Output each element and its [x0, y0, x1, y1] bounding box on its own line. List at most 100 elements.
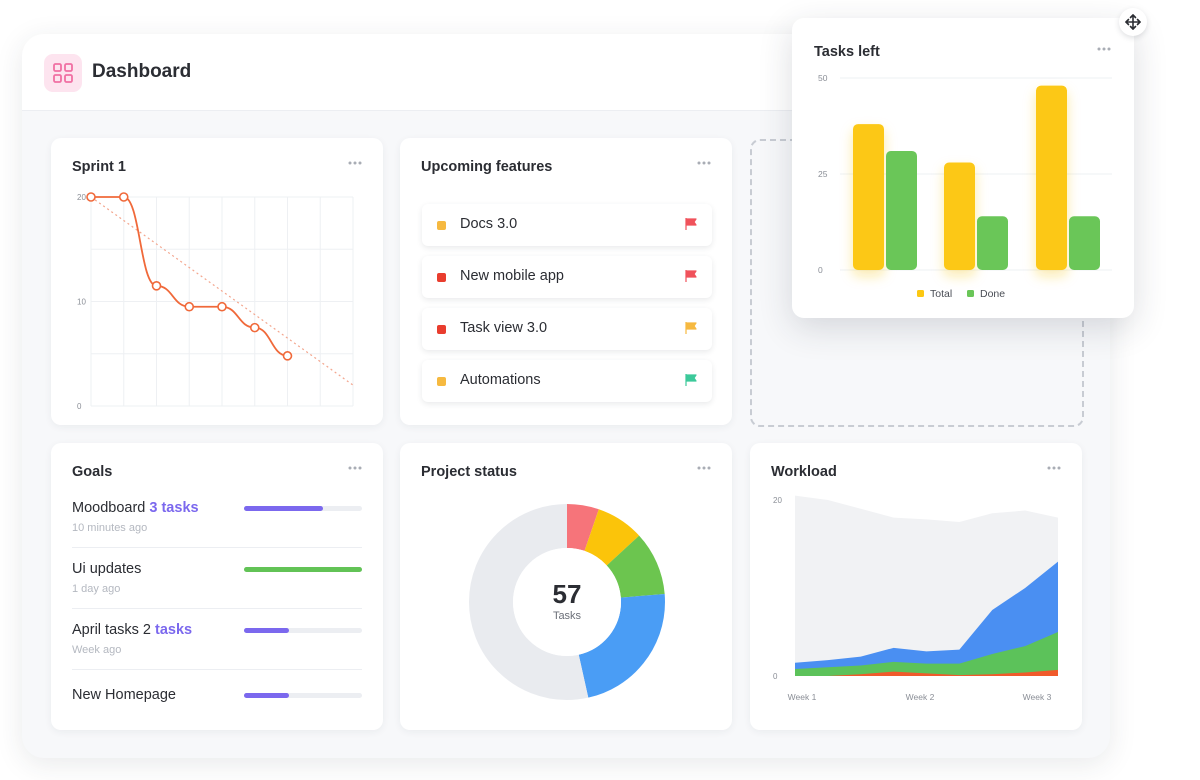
goal-timestamp: 10 minutes ago — [72, 522, 148, 534]
project-status-donut-chart: 57 Tasks — [469, 504, 665, 700]
move-arrows-icon — [1125, 14, 1141, 30]
bar-done[interactable] — [886, 150, 917, 270]
legend-swatch — [967, 290, 974, 297]
feature-label: Task view 3.0 — [460, 320, 548, 336]
data-point[interactable] — [118, 192, 129, 202]
sprint-card: Sprint 1 20 10 0 — [51, 138, 383, 425]
workload-area-chart: 20 0 Week 1 Week 2 Week 3 — [773, 495, 1058, 702]
project-status-title: Project status — [421, 464, 517, 480]
y-tick-label: 20 — [77, 193, 86, 202]
data-point[interactable] — [86, 192, 96, 202]
feature-label: Docs 3.0 — [460, 216, 518, 232]
donut-total-label: Tasks — [553, 610, 582, 622]
ideal-burndown-line — [90, 196, 354, 386]
goal-title: Moodboard 3 tasks — [72, 500, 199, 516]
project-status-card: Project status 57 Tasks — [400, 443, 732, 730]
goal-task-count[interactable]: tasks — [155, 622, 193, 638]
workload-area — [795, 669, 1058, 676]
feature-status-dot — [437, 377, 446, 386]
workload-area — [795, 632, 1058, 676]
feature-item[interactable]: New mobile app — [422, 256, 712, 298]
goal-progress-fill — [244, 628, 289, 633]
feature-label: Automations — [460, 372, 541, 388]
more-options-icon[interactable] — [347, 463, 363, 473]
goal-title: New Homepage — [72, 687, 176, 703]
workload-area — [795, 561, 1058, 676]
goal-progress-fill — [244, 567, 362, 572]
priority-flag-icon[interactable] — [684, 321, 698, 335]
donut-total-value: 57 — [553, 579, 582, 609]
data-point[interactable] — [249, 322, 260, 333]
legend-swatch — [917, 290, 924, 297]
goal-item[interactable]: Moodboard 3 tasks 10 minutes ago — [72, 500, 363, 560]
workload-card: Workload 20 0 Week 1 Week 2 Week 3 — [750, 443, 1082, 730]
data-point[interactable] — [151, 281, 162, 291]
goal-progress-bar — [244, 567, 362, 572]
x-tick-label: Week 3 — [1023, 692, 1052, 702]
goals-card: Goals Moodboard 3 tasks 10 minutes ago Ui … — [51, 443, 383, 730]
feature-status-dot — [437, 325, 446, 334]
goal-timestamp: Week ago — [72, 644, 122, 656]
feature-label: New mobile app — [460, 268, 564, 284]
data-point[interactable] — [184, 301, 195, 312]
feature-item[interactable]: Automations — [422, 360, 712, 402]
donut-slice[interactable] — [469, 504, 665, 700]
bar-total[interactable] — [1036, 85, 1067, 271]
more-options-icon[interactable] — [696, 158, 712, 168]
tasks-left-title: Tasks left — [814, 44, 880, 60]
tasks-left-bar-chart: 50 25 0 Total Done — [818, 73, 1112, 300]
legend-label: Total — [930, 288, 952, 300]
priority-flag-icon[interactable] — [684, 217, 698, 231]
goal-task-count[interactable]: 3 tasks — [149, 500, 199, 516]
x-tick-label: Week 1 — [788, 692, 817, 702]
feature-status-dot — [437, 221, 446, 230]
goal-progress-fill — [244, 693, 289, 698]
bar-done[interactable] — [1069, 216, 1100, 270]
goals-title: Goals — [72, 464, 113, 480]
divider — [72, 547, 362, 548]
feature-item[interactable]: Docs 3.0 — [422, 204, 712, 246]
goal-item[interactable]: April tasks 2 tasks Week ago — [72, 622, 363, 682]
dashboard-grid-icon — [44, 54, 82, 92]
features-card: Upcoming features Docs 3.0 New mobile app… — [400, 138, 732, 425]
more-options-icon[interactable] — [347, 158, 363, 168]
more-options-icon[interactable] — [1096, 44, 1112, 54]
donut-slice[interactable] — [469, 504, 665, 700]
features-title: Upcoming features — [421, 159, 553, 175]
feature-item[interactable]: Task view 3.0 — [422, 308, 712, 350]
priority-flag-icon[interactable] — [684, 373, 698, 387]
bar-done[interactable] — [977, 216, 1008, 270]
y-tick-label: 25 — [818, 169, 828, 179]
legend-label: Done — [980, 288, 1005, 300]
goal-progress-bar — [244, 506, 362, 511]
y-tick-label: 50 — [818, 73, 828, 83]
y-tick-label: 0 — [818, 265, 823, 275]
priority-flag-icon[interactable] — [684, 269, 698, 283]
workload-title: Workload — [771, 464, 837, 480]
page-title: Dashboard — [92, 61, 192, 82]
tasks-left-card[interactable]: Tasks left 50 25 0 Total Done — [792, 18, 1134, 318]
goal-progress-fill — [244, 506, 324, 511]
sprint-title: Sprint 1 — [72, 159, 126, 175]
goal-title: Ui updates — [72, 561, 141, 577]
divider — [72, 608, 362, 609]
goal-item[interactable]: New Homepage — [72, 687, 363, 747]
donut-center — [513, 548, 621, 656]
more-options-icon[interactable] — [696, 463, 712, 473]
goal-timestamp: 1 day ago — [72, 583, 121, 595]
sprint-burndown-chart: 20 10 0 — [77, 192, 354, 411]
move-handle[interactable] — [1119, 8, 1147, 36]
goal-progress-bar — [244, 693, 362, 698]
goal-title: April tasks 2 tasks — [72, 622, 192, 638]
goal-name: Ui updates — [72, 561, 142, 577]
goal-name: April tasks 2 — [72, 622, 155, 638]
goal-item[interactable]: Ui updates 1 day ago — [72, 561, 363, 621]
more-options-icon[interactable] — [1046, 463, 1062, 473]
bar-total[interactable] — [853, 124, 884, 270]
data-point[interactable] — [282, 351, 293, 361]
y-tick-label: 0 — [773, 672, 778, 681]
x-tick-label: Week 2 — [906, 692, 935, 702]
bar-total[interactable] — [944, 162, 975, 270]
data-point[interactable] — [217, 301, 227, 312]
goal-name: New Homepage — [72, 687, 176, 703]
